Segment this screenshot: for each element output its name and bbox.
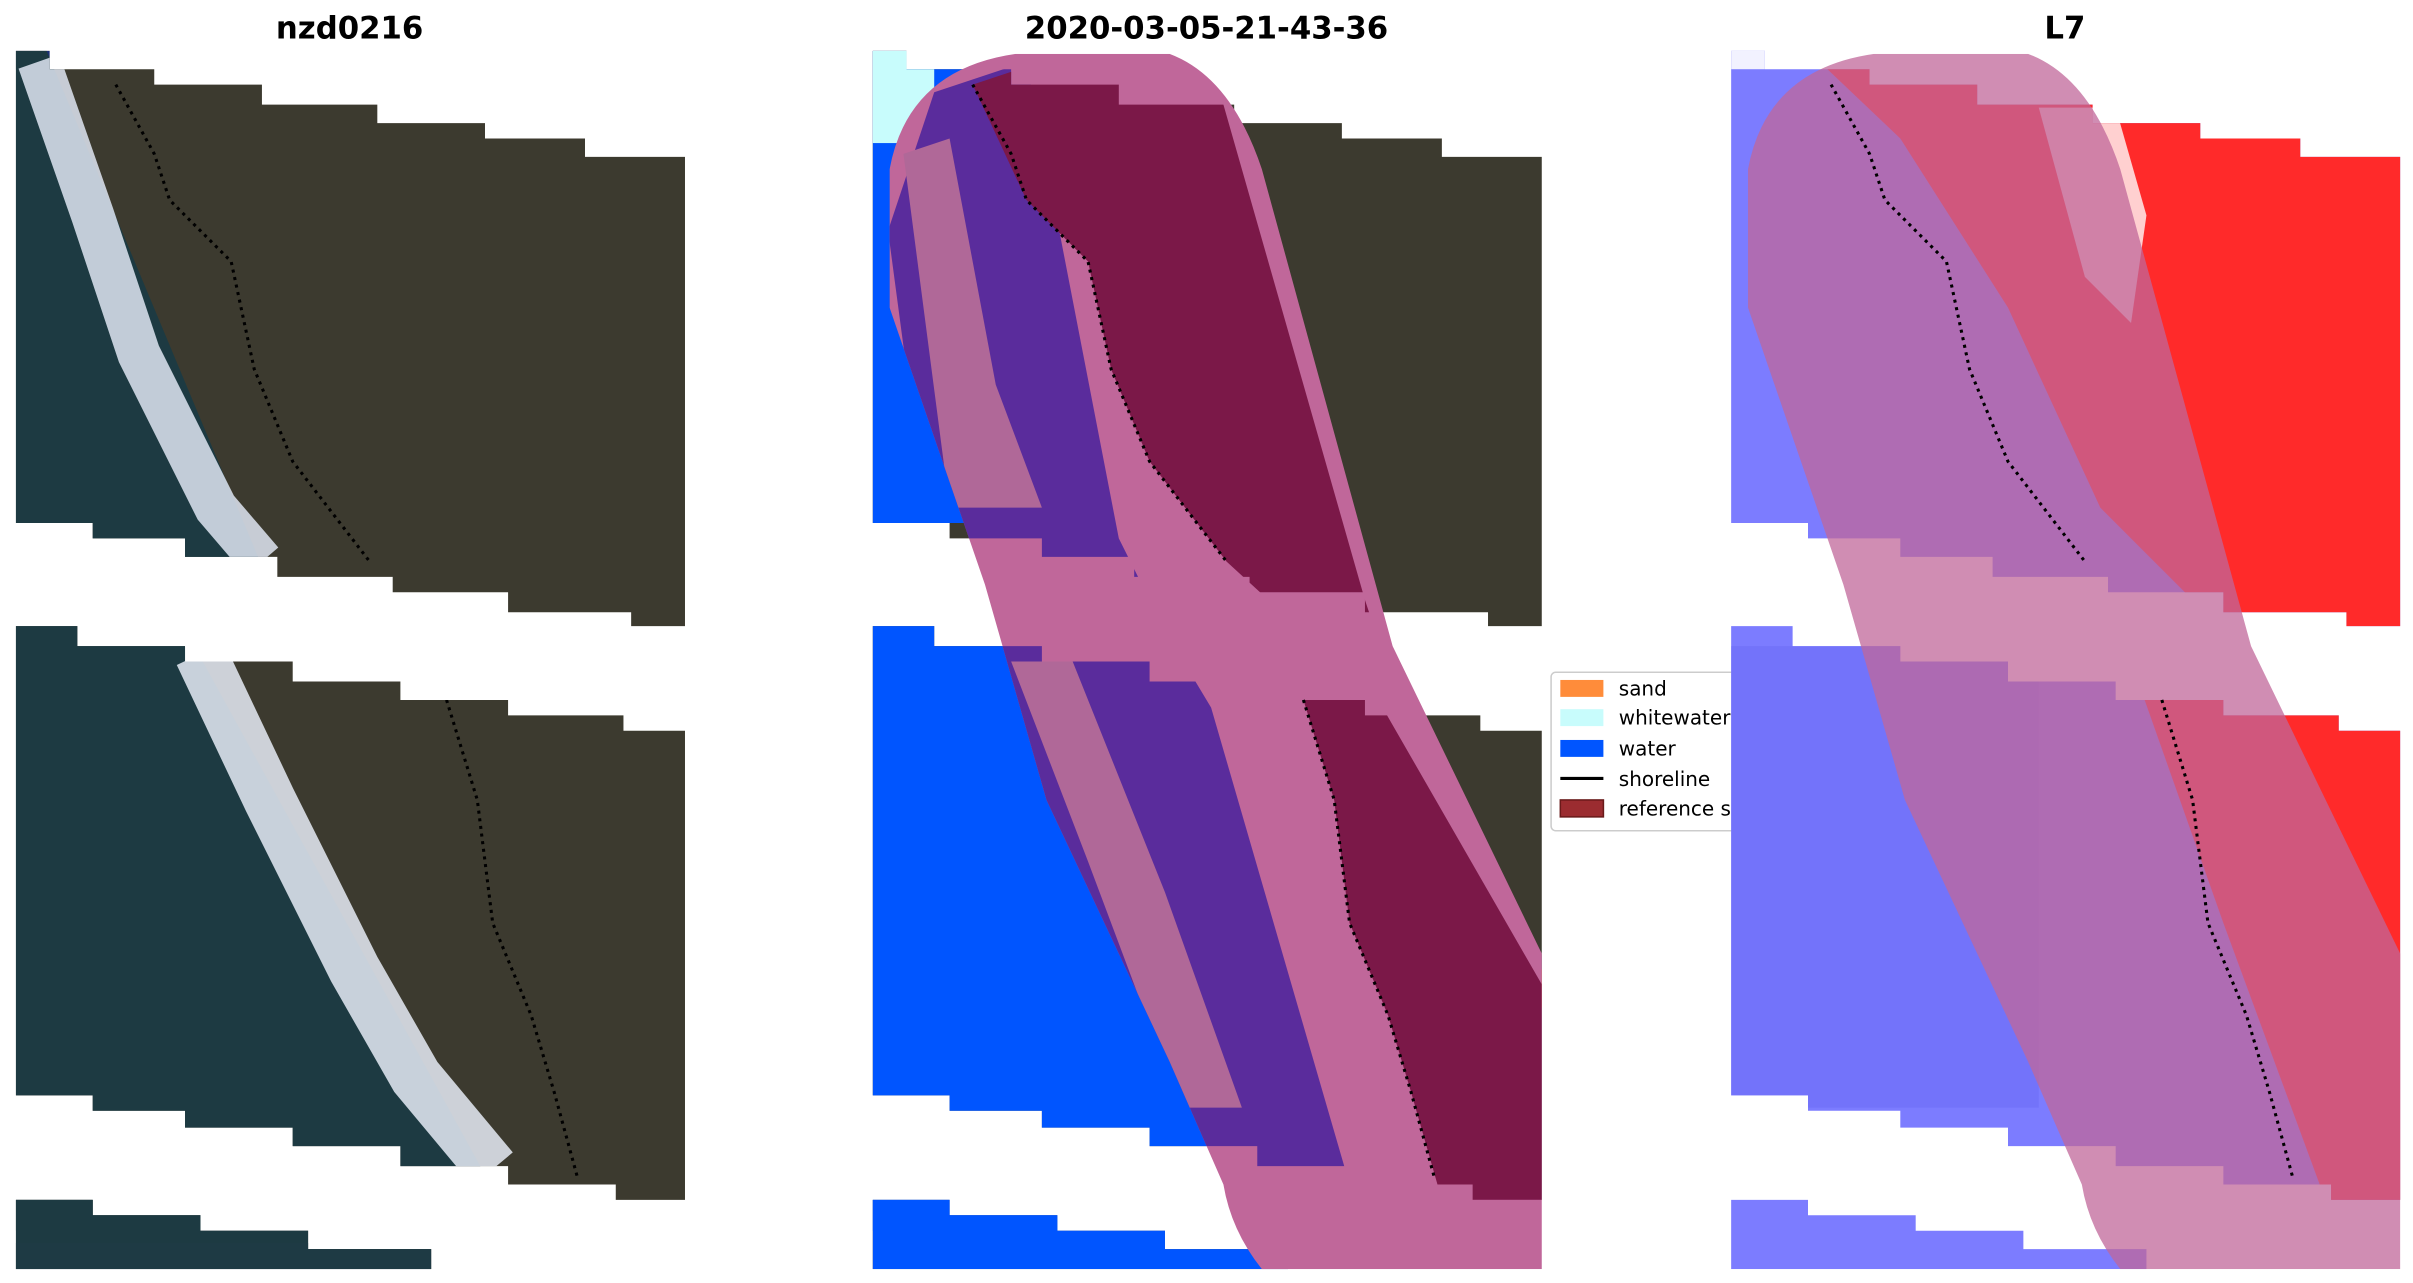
legend-label-sand: sand [1619,676,1667,700]
legend-label-shoreline: shoreline [1619,767,1710,791]
legend-label-whitewater: whitewater [1619,706,1731,730]
panel-title-index: L7 [2044,10,2085,46]
legend-label-water: water [1619,736,1677,760]
rgb-image-panel [15,50,685,1270]
classification-panel [872,50,1542,1270]
panel-title-image: nzd0216 [276,10,423,46]
legend-swatch-sand [1560,679,1604,697]
panel-title-classification: 2020-03-05-21-43-36 [1025,10,1388,46]
legend-swatch-reference [1559,799,1605,818]
index-panel [1731,50,2401,1270]
legend-swatch-whitewater [1560,709,1604,727]
legend: sand whitewater water shoreline referenc… [1550,671,1752,832]
legend-label-reference: reference s [1619,796,1731,820]
legend-swatch-water [1560,739,1604,757]
